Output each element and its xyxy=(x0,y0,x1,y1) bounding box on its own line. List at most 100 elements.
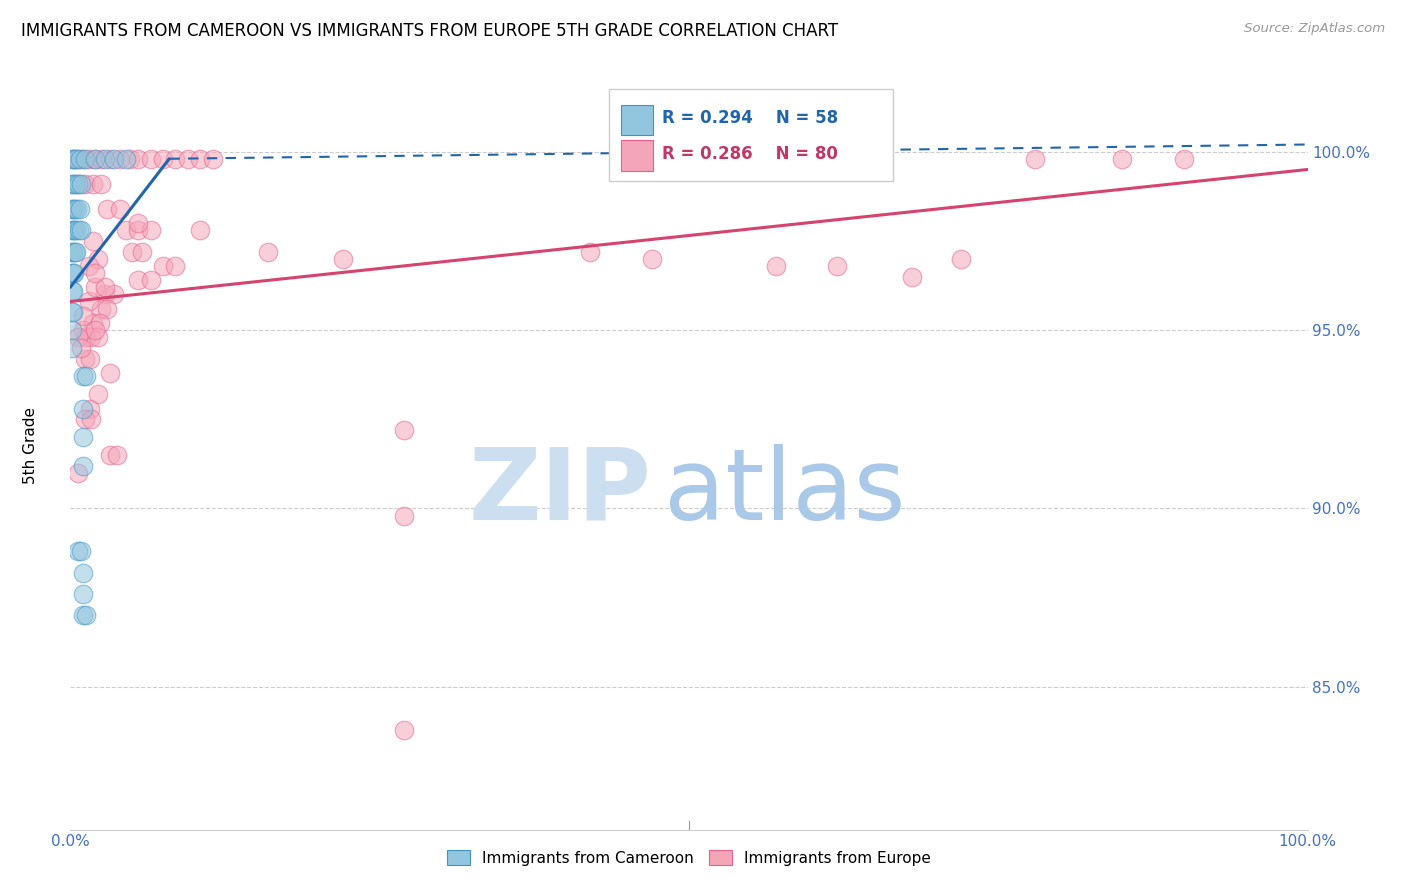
Point xyxy=(63,152,86,166)
Point xyxy=(62,305,84,319)
Point xyxy=(139,223,162,237)
Point xyxy=(84,152,107,166)
Point xyxy=(98,448,121,462)
Point xyxy=(75,177,97,191)
Point xyxy=(127,223,149,237)
Point xyxy=(165,152,187,166)
Point xyxy=(86,252,108,266)
Point xyxy=(70,544,93,558)
Point xyxy=(65,244,87,259)
Point xyxy=(201,152,224,166)
Point xyxy=(72,309,94,323)
Point xyxy=(75,369,97,384)
Point xyxy=(394,508,416,523)
Point xyxy=(65,223,87,237)
Point xyxy=(72,566,94,580)
Point xyxy=(63,266,86,280)
Point xyxy=(641,252,664,266)
Point xyxy=(394,723,416,737)
Point xyxy=(115,152,138,166)
Point xyxy=(66,152,89,166)
Point xyxy=(94,280,117,294)
Point xyxy=(67,223,90,237)
Point xyxy=(900,269,922,284)
FancyBboxPatch shape xyxy=(621,140,652,170)
Point xyxy=(94,152,117,166)
Point xyxy=(105,448,128,462)
Point xyxy=(80,412,103,426)
Point xyxy=(75,330,97,344)
Point xyxy=(89,316,111,330)
FancyBboxPatch shape xyxy=(609,89,893,181)
Point xyxy=(62,223,84,237)
Point xyxy=(84,280,107,294)
Point xyxy=(69,202,91,216)
Point xyxy=(86,387,108,401)
Point xyxy=(77,152,100,166)
Point xyxy=(79,401,101,416)
Point xyxy=(950,252,973,266)
Point xyxy=(152,259,174,273)
Point xyxy=(62,177,84,191)
Text: atlas: atlas xyxy=(664,443,905,541)
Point xyxy=(131,244,153,259)
Point xyxy=(60,341,83,355)
Point xyxy=(82,177,104,191)
Point xyxy=(66,202,89,216)
Point xyxy=(1024,152,1046,166)
Point xyxy=(72,152,94,166)
Text: 5th Grade: 5th Grade xyxy=(24,408,38,484)
Point xyxy=(765,259,787,273)
Point xyxy=(86,330,108,344)
Point xyxy=(62,284,84,298)
Point xyxy=(65,177,87,191)
Point xyxy=(63,152,86,166)
Text: R = 0.286    N = 80: R = 0.286 N = 80 xyxy=(662,145,838,163)
Point xyxy=(82,234,104,248)
Point xyxy=(66,466,89,480)
Point xyxy=(96,301,118,316)
Point xyxy=(75,608,97,623)
Point xyxy=(70,341,93,355)
Point xyxy=(98,152,121,166)
Point xyxy=(77,294,100,309)
Point xyxy=(257,244,280,259)
Point xyxy=(103,287,125,301)
Text: R = 0.294    N = 58: R = 0.294 N = 58 xyxy=(662,110,838,128)
Point xyxy=(66,544,89,558)
Point xyxy=(121,244,143,259)
Point xyxy=(69,152,91,166)
Point xyxy=(72,430,94,444)
Point xyxy=(66,177,89,191)
Point xyxy=(62,244,84,259)
Point xyxy=(63,244,86,259)
Point xyxy=(60,284,83,298)
Point xyxy=(62,266,84,280)
Point xyxy=(139,152,162,166)
Point xyxy=(98,366,121,380)
Point xyxy=(70,223,93,237)
Point xyxy=(60,244,83,259)
Point xyxy=(60,223,83,237)
Point xyxy=(72,369,94,384)
Point xyxy=(79,351,101,366)
Point xyxy=(188,152,211,166)
Point xyxy=(60,266,83,280)
Point xyxy=(188,223,211,237)
Point xyxy=(115,223,138,237)
Point xyxy=(127,152,149,166)
Point xyxy=(60,152,83,166)
Point xyxy=(579,244,602,259)
Point xyxy=(1111,152,1133,166)
Point xyxy=(72,458,94,473)
Text: IMMIGRANTS FROM CAMEROON VS IMMIGRANTS FROM EUROPE 5TH GRADE CORRELATION CHART: IMMIGRANTS FROM CAMEROON VS IMMIGRANTS F… xyxy=(21,22,838,40)
Point xyxy=(60,202,83,216)
Point xyxy=(72,587,94,601)
Point xyxy=(72,608,94,623)
Point xyxy=(332,252,354,266)
Point xyxy=(108,202,131,216)
Point xyxy=(84,152,107,166)
Text: Source: ZipAtlas.com: Source: ZipAtlas.com xyxy=(1244,22,1385,36)
Point xyxy=(72,401,94,416)
Point xyxy=(127,273,149,287)
